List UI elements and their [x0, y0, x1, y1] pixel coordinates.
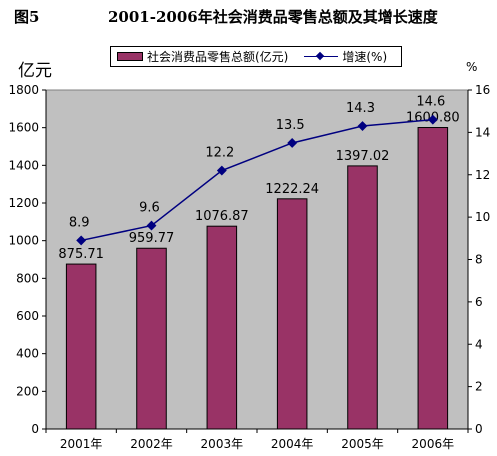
left-axis-tick-label: 1200 — [8, 196, 39, 210]
bar-value-label: 1222.24 — [265, 182, 319, 197]
bar — [347, 165, 378, 430]
bar-value-label: 959.77 — [129, 231, 175, 246]
bar — [276, 198, 308, 430]
right-axis-unit: % — [466, 60, 478, 74]
left-axis-tick-label: 800 — [16, 271, 39, 285]
right-axis-tick-label: 10 — [475, 210, 490, 224]
growth-point — [216, 165, 227, 176]
growth-value-label: 12.2 — [205, 146, 234, 161]
left-axis-tick-label: 1400 — [8, 158, 39, 172]
growth-point — [76, 235, 87, 246]
legend-bar-swatch — [117, 52, 143, 61]
bar-value-label: 1076.87 — [195, 209, 249, 224]
x-axis-tick-label: 2005年 — [341, 437, 384, 451]
x-axis-tick-label: 2006年 — [412, 437, 455, 451]
right-axis-tick-label: 14 — [475, 125, 490, 139]
chart-title: 2001-2006年社会消费品零售总额及其增长速度 — [108, 8, 438, 26]
left-axis-tick-label: 600 — [16, 309, 39, 323]
right-axis-tick-label: 8 — [475, 253, 483, 267]
x-axis-tick-label: 2001年 — [60, 437, 103, 451]
x-axis-tick-label: 2003年 — [201, 437, 244, 451]
legend-line-swatch — [304, 52, 339, 62]
bar — [136, 247, 167, 430]
legend-bar-label: 社会消费品零售总额(亿元) — [147, 50, 289, 64]
growth-value-label: 9.6 — [139, 201, 160, 216]
left-axis-tick-label: 200 — [16, 384, 39, 398]
plot-area — [45, 89, 469, 430]
bar — [417, 127, 449, 430]
right-axis-tick-label: 0 — [475, 422, 483, 436]
growth-value-label: 14.6 — [416, 95, 445, 110]
bar-value-label: 1397.02 — [336, 149, 390, 164]
bar — [206, 225, 238, 430]
growth-value-label: 8.9 — [69, 215, 90, 230]
growth-point — [146, 220, 157, 231]
left-axis-tick-label: 0 — [31, 422, 39, 436]
growth-value-label: 14.3 — [346, 101, 375, 116]
bar-value-label: 875.71 — [58, 247, 104, 262]
left-axis-tick-label: 1600 — [8, 121, 39, 135]
figure-label: 图5 — [14, 8, 40, 26]
left-axis-tick-label: 400 — [16, 347, 39, 361]
left-axis-unit: 亿元 — [18, 61, 52, 81]
growth-point — [287, 138, 298, 148]
left-axis-tick-label: 1000 — [8, 234, 39, 248]
growth-value-label: 13.5 — [276, 118, 305, 133]
right-axis-tick-label: 16 — [475, 83, 490, 97]
left-axis-tick-label: 1800 — [8, 83, 39, 97]
legend-line-label: 增速(%) — [342, 50, 388, 64]
right-axis-tick-label: 4 — [475, 337, 483, 351]
bar — [65, 263, 97, 430]
right-axis-tick-label: 12 — [475, 168, 490, 182]
x-axis-tick-label: 2004年 — [271, 437, 314, 451]
right-axis-tick-label: 2 — [475, 380, 483, 394]
x-axis-tick-label: 2002年 — [130, 437, 173, 451]
chart-legend: 社会消费品零售总额(亿元) 增速(%) — [110, 46, 402, 67]
right-axis-tick-label: 6 — [475, 295, 483, 309]
growth-line — [81, 118, 433, 242]
